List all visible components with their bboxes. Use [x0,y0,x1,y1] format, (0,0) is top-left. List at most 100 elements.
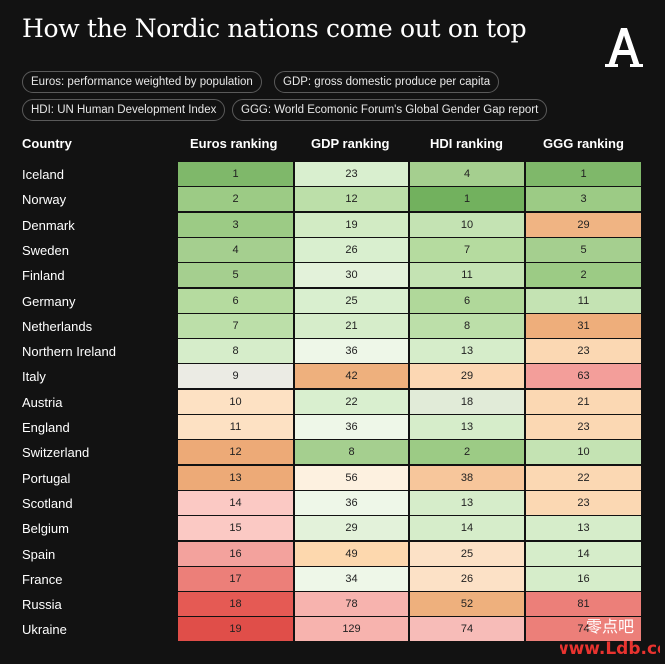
heatmap-cell-3-3: 5 [526,237,641,262]
heatmap-cell-2-1: 19 [295,212,408,237]
heatmap-cell-14-3: 13 [526,516,641,541]
heatmap-cell-15-1: 49 [295,541,408,566]
heatmap-cell-3-2: 7 [410,237,524,262]
heatmap-cell-14-0: 15 [178,516,293,541]
heatmap-cell-6-3: 31 [526,313,641,338]
column-header-country: Country [22,136,72,151]
heatmap-cell-3-0: 4 [178,237,293,262]
heatmap-cell-18-0: 19 [178,617,293,642]
heatmap-cell-4-2: 11 [410,263,524,288]
chart-title: How the Nordic nations come out on top [22,14,527,43]
heatmap-cell-16-1: 34 [295,566,408,591]
row-label-18: Ukraine [22,622,67,638]
heatmap-cell-0-3: 1 [526,162,641,186]
heatmap-cell-11-3: 10 [526,440,641,465]
column-header-gdp: GDP ranking [311,136,390,151]
heatmap-cell-3-1: 26 [295,237,408,262]
row-label-12: Portugal [22,470,71,486]
heatmap-cell-18-3: 74 [526,617,641,642]
heatmap-cell-4-3: 2 [526,263,641,288]
heatmap-cell-13-2: 13 [410,490,524,515]
row-label-7: Northern Ireland [22,344,116,360]
heatmap-cell-17-1: 78 [295,592,408,617]
heatmap-cell-13-1: 36 [295,490,408,515]
heatmap-cell-9-1: 22 [295,389,408,414]
heatmap-cell-17-2: 52 [410,592,524,617]
heatmap-cell-2-0: 3 [178,212,293,237]
heatmap-cell-4-0: 5 [178,263,293,288]
heatmap-cell-18-1: 129 [295,617,408,642]
row-label-1: Norway [22,192,67,208]
heatmap-cell-11-0: 12 [178,440,293,465]
note-gdp: GDP: gross domestic produce per capita [274,71,500,93]
heatmap-cell-10-3: 23 [526,415,641,439]
row-label-6: Netherlands [22,318,93,334]
heatmap-cell-6-1: 21 [295,313,408,338]
heatmap-cell-9-2: 18 [410,389,524,414]
heatmap-cell-13-0: 14 [178,490,293,515]
heatmap-cell-10-1: 36 [295,415,408,439]
heatmap-cell-7-0: 8 [178,339,293,364]
heatmap-cell-18-2: 74 [410,617,524,642]
heatmap-cell-1-3: 3 [526,187,641,212]
heatmap-cell-6-2: 8 [410,313,524,338]
row-label-17: Russia [22,597,62,613]
column-header-ggg: GGG ranking [543,136,624,151]
heatmap-cell-10-0: 11 [178,415,293,439]
heatmap-cell-12-3: 22 [526,465,641,490]
heatmap-cell-8-2: 29 [410,364,524,389]
row-label-10: England [22,420,70,435]
heatmap-cell-2-2: 10 [410,212,524,237]
note-hdi: HDI: UN Human Development Index [22,99,226,121]
row-label-9: Austria [22,394,63,410]
row-label-4: Finland [22,268,65,284]
heatmap-cell-1-1: 12 [295,187,408,212]
watermark: 零点吧 www.Ldb.cc [560,617,660,659]
heatmap-cell-16-2: 26 [410,566,524,591]
heatmap-cell-2-3: 29 [526,212,641,237]
row-label-14: Belgium [22,521,69,537]
heatmap-cell-10-2: 13 [410,415,524,439]
row-label-8: Italy [22,369,46,385]
heatmap-cell-14-1: 29 [295,516,408,541]
heatmap-cell-5-2: 6 [410,288,524,313]
heatmap-cell-9-0: 10 [178,389,293,414]
heatmap-cell-11-1: 8 [295,440,408,465]
heatmap-cell-8-0: 9 [178,364,293,389]
heatmap-cell-12-2: 38 [410,465,524,490]
row-label-11: Switzerland [22,445,90,461]
heatmap-cell-7-1: 36 [295,339,408,364]
heatmap-cell-7-2: 13 [410,339,524,364]
watermark-line-1: 零点吧 [586,617,634,636]
heatmap-cell-5-0: 6 [178,288,293,313]
heatmap-cell-1-0: 2 [178,187,293,212]
column-header-hdi: HDI ranking [430,136,503,151]
heatmap-cell-15-0: 16 [178,541,293,566]
heatmap-cell-0-0: 1 [178,162,293,186]
heatmap-cell-5-3: 11 [526,288,641,313]
row-label-16: France [22,571,63,587]
watermark-line-2: www.Ldb.cc [560,639,660,659]
heatmap-cell-13-3: 23 [526,490,641,515]
row-label-3: Sweden [22,242,69,258]
heatmap-cell-16-0: 17 [178,566,293,591]
row-label-15: Spain [22,546,56,562]
heatmap-cell-9-3: 21 [526,389,641,414]
row-label-13: Scotland [22,495,73,511]
row-label-2: Denmark [22,217,75,233]
heatmap-cell-12-1: 56 [295,465,408,490]
note-euros: Euros: performance weighted by populatio… [22,71,262,93]
heatmap-cell-8-1: 42 [295,364,408,389]
column-header-euros: Euros ranking [190,136,278,151]
heatmap-cell-17-3: 81 [526,592,641,617]
heatmap-cell-5-1: 25 [295,288,408,313]
heatmap-cell-15-3: 14 [526,541,641,566]
heatmap-cell-17-0: 18 [178,592,293,617]
heatmap-cell-11-2: 2 [410,440,524,465]
atlantic-logo-icon [605,28,643,67]
heatmap-cell-4-1: 30 [295,263,408,288]
heatmap-cell-7-3: 23 [526,339,641,364]
heatmap-cell-16-3: 16 [526,566,641,591]
heatmap-cell-0-2: 4 [410,162,524,186]
heatmap-cell-14-2: 14 [410,516,524,541]
